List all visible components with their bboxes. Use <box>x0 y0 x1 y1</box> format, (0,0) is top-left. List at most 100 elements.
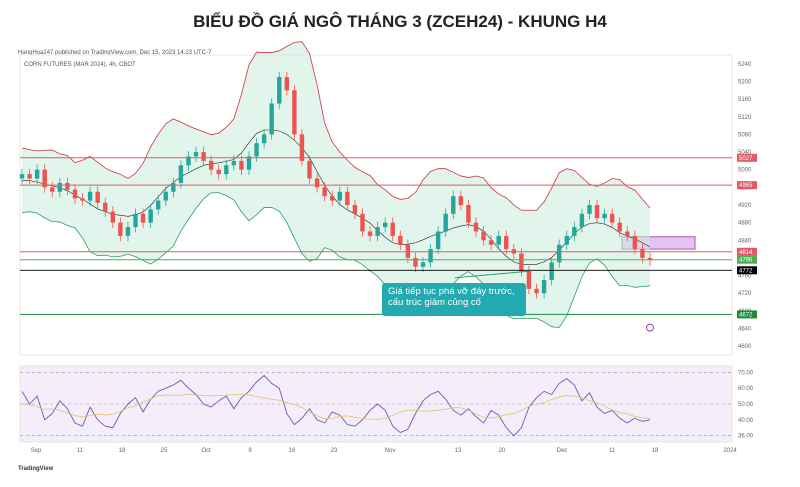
candle-body <box>337 191 342 201</box>
candle-body <box>254 143 259 157</box>
candle-body <box>458 196 464 205</box>
candle-body <box>640 249 645 258</box>
candle-body <box>50 187 55 192</box>
x-tick-label: 18 <box>119 448 126 454</box>
y-tick-label: 4600 <box>738 344 752 350</box>
candle-body <box>95 191 100 203</box>
annotation-line-1: Giá tiếp tục phá vỡ đáy trước, <box>388 286 515 297</box>
candle-body <box>163 191 168 201</box>
candle-body <box>519 253 524 272</box>
candle-body <box>466 205 471 223</box>
annotation-box: Giá tiếp tục phá vỡ đáy trước, cấu trúc … <box>382 283 526 316</box>
candle-body <box>314 178 320 188</box>
candle-body <box>299 134 305 161</box>
candle-body <box>110 211 115 223</box>
candle-body <box>140 213 146 223</box>
candle-body <box>125 227 131 236</box>
candle-body <box>632 235 638 250</box>
y-tick-label: 4920 <box>738 203 752 209</box>
x-tick-label: 11 <box>609 448 616 454</box>
candle-body <box>239 160 244 170</box>
candle-body <box>208 160 214 170</box>
y-tick-label: 5000 <box>738 168 752 174</box>
candle-body <box>201 152 206 161</box>
candle-body <box>420 262 426 267</box>
candle-body <box>292 90 297 135</box>
candle-body <box>428 249 433 263</box>
candle-body <box>534 288 539 294</box>
x-tick-label: Nov <box>385 448 396 454</box>
level-price-tag <box>737 181 757 190</box>
candle-body <box>118 222 123 236</box>
y-tick-label: 5160 <box>738 97 752 103</box>
candle-body <box>413 257 418 267</box>
upper-band <box>21 41 651 211</box>
y-tick-label: 4880 <box>738 221 752 227</box>
x-tick-label: 2024 <box>723 448 737 454</box>
rsi-tick-label: 70.00 <box>738 370 754 376</box>
candle-body <box>57 182 63 192</box>
candle-body <box>133 213 138 228</box>
publish-info: HangHoa247 published on TradingView.com,… <box>18 50 212 56</box>
x-tick-label: 18 <box>652 448 659 454</box>
candle-body <box>572 227 577 236</box>
x-tick-label: 13 <box>455 448 462 454</box>
candle-body <box>261 134 267 144</box>
candle-body <box>80 198 85 201</box>
chart-title: BIỂU ĐỒ GIÁ NGÔ THÁNG 3 (ZCEH24) - KHUNG… <box>193 12 607 31</box>
level-price-label: 5027 <box>739 156 753 162</box>
candle-body <box>617 222 622 232</box>
level-price-tag <box>737 153 757 162</box>
y-tick-label: 4720 <box>738 291 752 297</box>
y-tick-label: 5200 <box>738 79 752 85</box>
candle-body <box>557 244 562 263</box>
candle-body <box>473 222 479 232</box>
candle-body <box>390 222 395 236</box>
y-tick-label: 4760 <box>738 274 752 280</box>
candle-body <box>375 227 380 236</box>
candle-body <box>193 152 199 157</box>
level-price-label: 4772 <box>739 268 753 274</box>
x-tick-label: 11 <box>77 448 84 454</box>
candle-body <box>488 240 494 245</box>
rsi-tick-label: 40.00 <box>738 418 754 424</box>
candle-body <box>178 165 184 183</box>
alert-icon <box>646 323 654 332</box>
candle-body <box>594 205 600 219</box>
x-tick-label: 25 <box>161 448 168 454</box>
candle-body <box>224 165 229 175</box>
symbol-info: CORN FUTURES (MAR 2024), 4h, CBOT <box>24 62 136 68</box>
candle-body <box>27 174 32 179</box>
y-tick-label: 4840 <box>738 238 752 244</box>
trend-line <box>454 270 531 279</box>
x-tick-label: 9 <box>248 448 252 454</box>
candle-body <box>19 174 25 179</box>
candle-body <box>345 191 350 205</box>
candle-body <box>284 77 290 91</box>
candle-body <box>564 235 569 245</box>
x-tick-label: Sep <box>31 448 42 454</box>
level-price-tag <box>737 266 757 275</box>
candle-body <box>155 200 161 210</box>
candle-body <box>435 231 441 250</box>
candle-body <box>34 169 40 179</box>
candle-body <box>443 213 448 232</box>
candle-body <box>360 213 365 232</box>
candle-body <box>382 222 388 228</box>
x-tick-label: 20 <box>499 448 506 454</box>
y-tick-label: 5240 <box>738 62 752 68</box>
price-pane <box>19 54 733 356</box>
x-tick-label: 23 <box>331 448 338 454</box>
y-tick-label: 5120 <box>738 115 752 121</box>
level-price-tag <box>737 255 757 264</box>
candle-body <box>526 271 532 289</box>
candle-body <box>367 231 373 236</box>
band-fill <box>22 41 650 328</box>
candle-body <box>330 196 335 201</box>
x-tick-label: Dec <box>557 448 568 454</box>
candle-body <box>231 160 237 166</box>
candle-body <box>451 196 456 214</box>
annotation-line-2: cấu trúc giảm củng cố <box>388 297 481 308</box>
candle-body <box>171 182 176 192</box>
candle-body <box>587 205 592 214</box>
